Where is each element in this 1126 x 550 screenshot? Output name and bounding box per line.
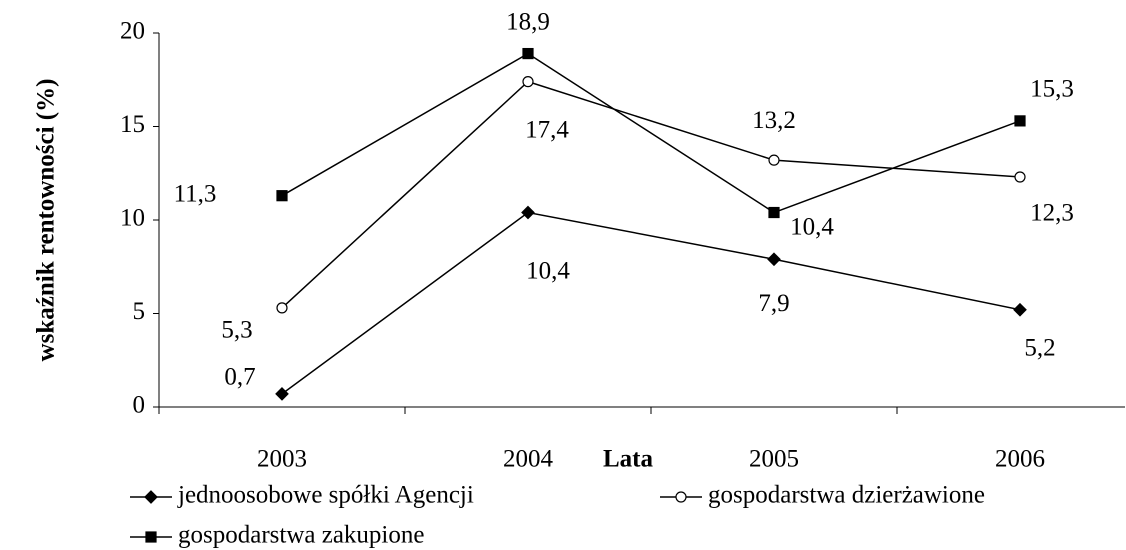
series-line [281,80,1021,309]
y-tick-label: 20 [120,18,145,45]
data-label: 5,3 [221,317,252,344]
y-tick-label: 15 [120,111,145,138]
data-label: 13,2 [752,107,796,134]
legend-marker [144,490,158,504]
data-label: 15,3 [1030,76,1074,103]
data-label: 11,3 [174,180,217,207]
legend-marker [675,491,687,503]
data-point [275,387,289,401]
legend-label: gospodarstwa dzierżawione [708,482,985,509]
data-label: 5,2 [1024,334,1055,361]
data-label: 10,4 [790,213,834,240]
x-tick-label: 2004 [503,446,554,473]
data-point [1014,115,1026,127]
data-point [768,154,780,166]
data-label: 7,9 [758,290,789,317]
data-point [276,190,288,202]
x-axis-label: Lata [603,446,654,473]
data-point [276,302,288,314]
data-point [1013,302,1027,317]
data-point [767,252,781,267]
y-tick-label: 5 [133,298,146,325]
data-label: 10,4 [526,257,570,284]
y-axis-label: wskaźnik rentowności (%) [33,79,60,362]
data-point [1014,171,1026,183]
series-line [281,211,1021,395]
data-label: 17,4 [525,116,569,143]
y-tick-label: 0 [133,392,146,419]
x-tick-label: 2005 [749,446,799,473]
data-point [522,47,534,60]
data-label: 18,9 [506,8,550,35]
data-label: 12,3 [1030,200,1074,227]
x-tick-label: 2006 [995,446,1045,473]
data-label: 0,7 [224,364,255,391]
series-line [281,52,1021,214]
data-point [522,76,534,88]
legend-label: jednoosobowe spółki Agencji [177,482,474,509]
x-tick-label: 2003 [257,446,307,473]
legend-marker [145,531,157,543]
y-tick-label: 10 [120,205,145,232]
data-point [521,205,535,220]
data-point [768,206,780,219]
legend-label: gospodarstwa zakupione [178,522,424,549]
